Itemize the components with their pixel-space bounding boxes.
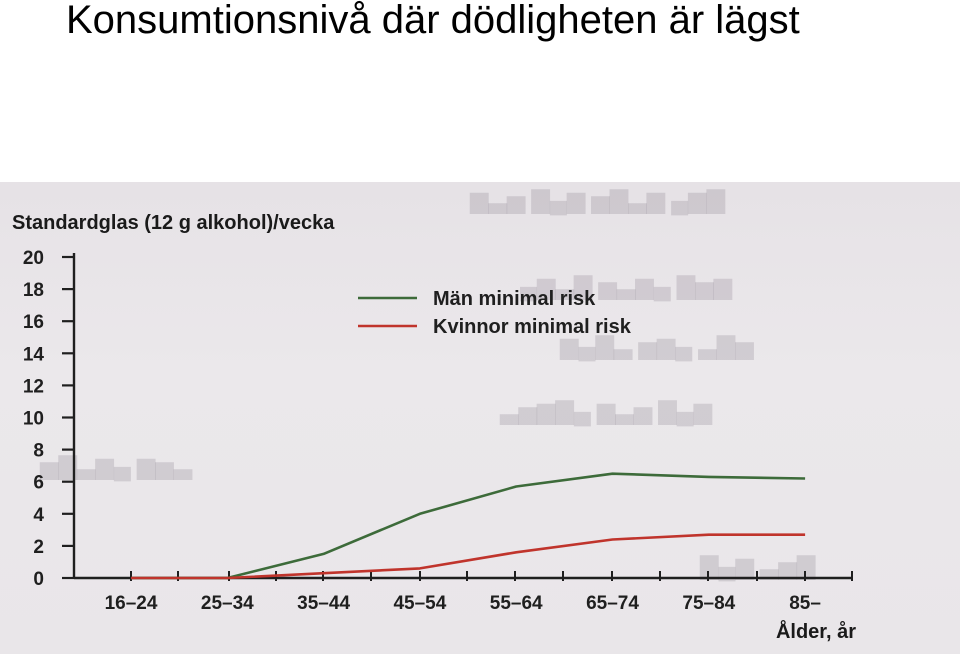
y-tick-label: 20 (23, 248, 44, 269)
y-tick-label: 14 (23, 344, 45, 365)
y-tick-label: 10 (23, 409, 44, 430)
x-tick-label: 25–34 (201, 593, 254, 614)
x-tick-label: 85– (789, 593, 821, 614)
y-tick-label: 18 (23, 280, 44, 301)
y-tick-label: 16 (23, 312, 44, 333)
x-tick-label: 55–64 (490, 593, 543, 614)
y-tick-label: 6 (33, 473, 44, 494)
series-layer (131, 472, 806, 580)
legend-label: Män minimal risk (433, 288, 596, 310)
y-axis-title: Standardglas (12 g alkohol)/vecka (12, 212, 335, 234)
y-tick-label: 4 (33, 505, 44, 526)
series-line-women (131, 533, 806, 580)
x-axis-title: Ålder, år (776, 619, 856, 643)
x-tick-label: 75–84 (682, 593, 735, 614)
series-line-men (131, 472, 806, 580)
y-tick-label: 2 (33, 537, 44, 558)
x-tick-label: 45–54 (393, 593, 446, 614)
legend: Män minimal risk Kvinnor minimal risk (358, 288, 632, 338)
x-tick-label: 65–74 (586, 593, 639, 614)
slide-title: Konsumtionsnivå där dödligheten är lägst (66, 0, 800, 42)
y-tick-label: 12 (23, 376, 44, 397)
x-tick-label: 35–44 (297, 593, 350, 614)
y-tick-label: 0 (33, 569, 44, 590)
legend-label: Kvinnor minimal risk (433, 316, 632, 338)
y-tick-label: 8 (33, 441, 44, 462)
x-tick-label: 16–24 (105, 593, 158, 614)
axes: 0 2 4 6 8 10 12 14 16 18 20 16–24 25–34 35–44 45–54 55–… (23, 248, 853, 614)
